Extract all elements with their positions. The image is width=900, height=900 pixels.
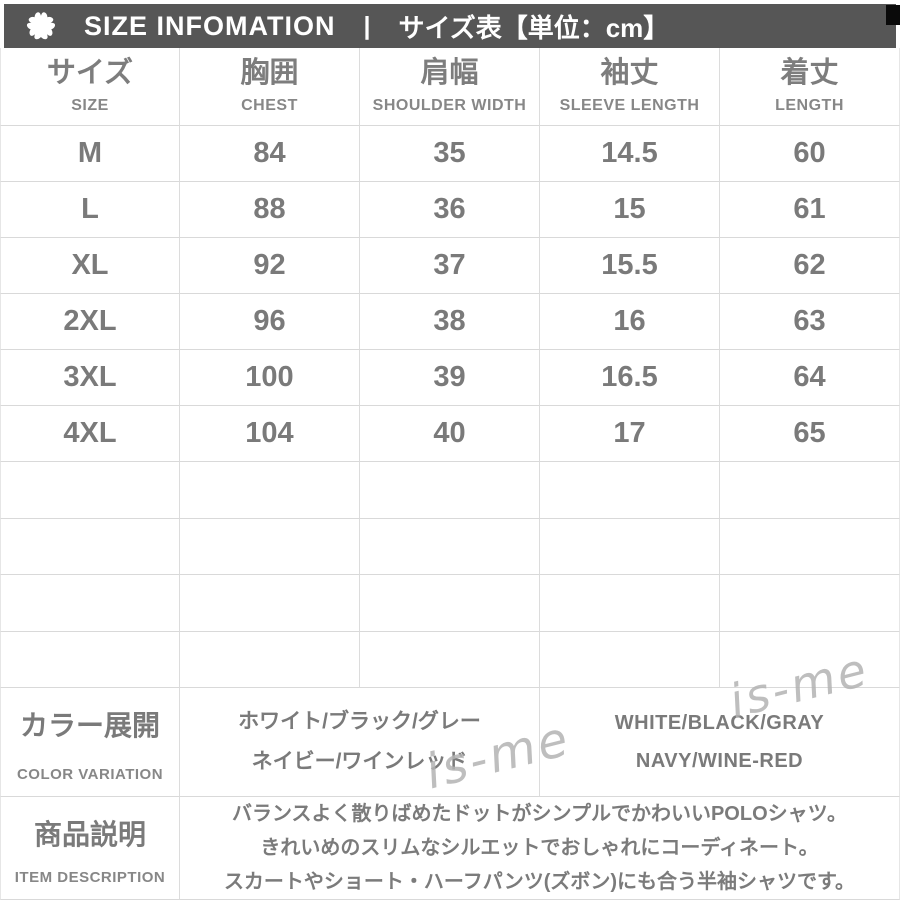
empty-cell <box>360 462 540 519</box>
empty-cell <box>0 462 180 519</box>
flower-icon <box>26 12 56 40</box>
sleeve-value: 14.5 <box>540 126 720 182</box>
shoulder-value: 35 <box>360 126 540 182</box>
col-header-shoulder: 肩幅 SHOULDER WIDTH <box>360 48 540 126</box>
col-header-chest-jp: 胸囲 <box>240 57 299 90</box>
colors-jp-line1: ホワイト/ブラック/グレー <box>238 710 481 733</box>
size-label: L <box>0 182 180 238</box>
colors-en-line2: NAVY/WINE-RED <box>635 750 804 772</box>
color-variation-label-en: COLOR VARIATION <box>16 766 164 783</box>
colors-en-line1: WHITE/BLACK/GRAY <box>614 712 825 734</box>
col-header-chest-en: CHEST <box>241 96 298 114</box>
empty-cell <box>540 631 720 688</box>
shoulder-value: 36 <box>360 182 540 238</box>
description-line1: バランスよく散りばめたドットがシンプルでかわいいPOLOシャツ。 <box>231 803 848 825</box>
sleeve-value: 17 <box>540 406 720 462</box>
col-header-size: サイズ SIZE <box>0 48 180 126</box>
description-line3: スカートやショート・ハーフパンツ(ズボン)にも合う半袖シャツです。 <box>223 871 856 893</box>
empty-cell <box>540 575 720 632</box>
size-table: サイズ SIZE 胸囲 CHEST 肩幅 SHOULDER WIDTH 袖丈 S… <box>0 48 900 900</box>
length-value: 65 <box>720 406 900 462</box>
top-right-notch <box>886 5 900 25</box>
length-value: 61 <box>720 182 900 238</box>
chest-value: 92 <box>180 238 360 294</box>
item-description-label-en: ITEM DESCRIPTION <box>14 869 166 886</box>
title-bar: SIZE INFOMATION | サイズ表【単位：cm】 <box>4 4 896 48</box>
size-label: M <box>0 126 180 182</box>
length-value: 62 <box>720 238 900 294</box>
col-header-sleeve-en: SLEEVE LENGTH <box>559 96 700 114</box>
col-header-sleeve: 袖丈 SLEEVE LENGTH <box>540 48 720 126</box>
sleeve-value: 15.5 <box>540 238 720 294</box>
empty-cell <box>720 462 900 519</box>
color-variation-label: カラー展開 COLOR VARIATION <box>0 688 180 797</box>
size-label: 3XL <box>0 350 180 406</box>
col-header-length-jp: 着丈 <box>780 57 839 90</box>
empty-cell <box>540 462 720 519</box>
description-line2: きれいめのスリムなシルエットでおしゃれにコーディネート。 <box>260 837 819 859</box>
length-value: 60 <box>720 126 900 182</box>
size-label: XL <box>0 238 180 294</box>
shoulder-value: 38 <box>360 294 540 350</box>
title-english: SIZE INFOMATION <box>84 10 336 41</box>
chest-value: 84 <box>180 126 360 182</box>
col-header-size-jp: サイズ <box>46 57 134 90</box>
empty-cell <box>180 518 360 575</box>
col-header-sleeve-jp: 袖丈 <box>600 57 659 90</box>
empty-cell <box>180 631 360 688</box>
shoulder-value: 40 <box>360 406 540 462</box>
col-header-chest: 胸囲 CHEST <box>180 48 360 126</box>
chest-value: 104 <box>180 406 360 462</box>
item-description-text: バランスよく散りばめたドットがシンプルでかわいいPOLOシャツ。 きれいめのスリ… <box>180 797 900 900</box>
colors-jp-line2: ネイビー/ワインレッド <box>251 750 468 773</box>
empty-cell <box>180 462 360 519</box>
sleeve-value: 15 <box>540 182 720 238</box>
chest-value: 96 <box>180 294 360 350</box>
shoulder-value: 39 <box>360 350 540 406</box>
empty-cell <box>0 631 180 688</box>
size-label: 2XL <box>0 294 180 350</box>
shoulder-value: 37 <box>360 238 540 294</box>
empty-cell <box>720 631 900 688</box>
empty-cell <box>540 518 720 575</box>
color-variation-label-jp: カラー展開 <box>19 710 160 741</box>
empty-cell <box>360 575 540 632</box>
empty-cell <box>180 575 360 632</box>
col-header-size-en: SIZE <box>71 96 109 114</box>
title-separator: | <box>363 11 371 40</box>
chest-value: 88 <box>180 182 360 238</box>
empty-cell <box>720 518 900 575</box>
empty-cell <box>0 575 180 632</box>
length-value: 63 <box>720 294 900 350</box>
empty-cell <box>360 631 540 688</box>
col-header-shoulder-en: SHOULDER WIDTH <box>372 96 527 114</box>
empty-cell <box>360 518 540 575</box>
col-header-shoulder-jp: 肩幅 <box>420 57 479 90</box>
col-header-length-en: LENGTH <box>775 96 844 114</box>
color-variation-values-en: WHITE/BLACK/GRAY NAVY/WINE-RED <box>540 688 900 797</box>
col-header-length: 着丈 LENGTH <box>720 48 900 126</box>
size-label: 4XL <box>0 406 180 462</box>
item-description-label: 商品説明 ITEM DESCRIPTION <box>0 797 180 900</box>
color-variation-values-jp: ホワイト/ブラック/グレー ネイビー/ワインレッド <box>180 688 540 797</box>
sleeve-value: 16.5 <box>540 350 720 406</box>
empty-cell <box>720 575 900 632</box>
length-value: 64 <box>720 350 900 406</box>
title-japanese: サイズ表【単位：cm】 <box>398 12 670 43</box>
sleeve-value: 16 <box>540 294 720 350</box>
empty-cell <box>0 518 180 575</box>
item-description-label-jp: 商品説明 <box>33 819 146 850</box>
chest-value: 100 <box>180 350 360 406</box>
